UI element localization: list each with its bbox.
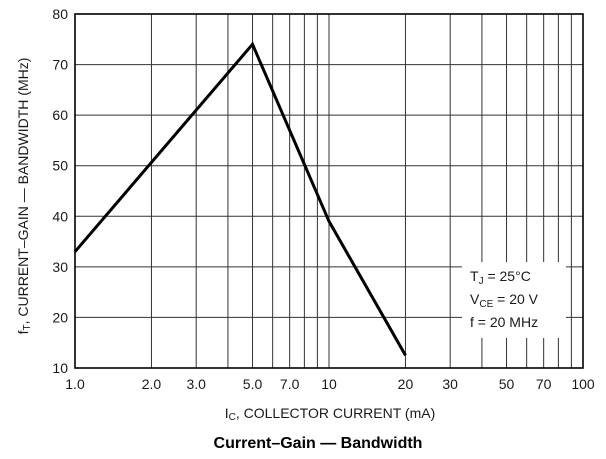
y-tick-label: 60 — [52, 107, 68, 123]
grid-lines — [74, 13, 584, 369]
y-tick-label: 50 — [52, 158, 68, 174]
condition-line: VCE = 20 V — [470, 291, 539, 310]
x-tick-label: 50 — [499, 376, 515, 392]
y-tick-label: 70 — [52, 57, 68, 73]
condition-line: TJ = 25°C — [470, 268, 531, 287]
data-series — [73, 41, 407, 357]
x-tick-label: 5.0 — [243, 376, 263, 392]
x-tick-label: 10 — [321, 376, 337, 392]
x-tick-label: 30 — [442, 376, 458, 392]
x-tick-label: 1.0 — [65, 376, 85, 392]
x-tick-label: 70 — [536, 376, 552, 392]
y-axis-label: fT, CURRENT–GAIN — BANDWIDTH (MHz) — [15, 58, 33, 335]
y-tick-label: 20 — [52, 309, 68, 325]
y-tick-label: 30 — [52, 259, 68, 275]
plot-frame — [74, 13, 584, 369]
y-tick-label: 10 — [52, 360, 68, 376]
conditions-box: TJ = 25°C VCE = 20 V f = 20 MHz — [462, 262, 566, 338]
x-tick-label: 3.0 — [186, 376, 206, 392]
conditions-box-background — [462, 262, 566, 338]
tick-labels: 1.0 2.0 3.0 5.0 7.0 10 20 30 50 70 100 10 20 30 40 50 60… — [52, 6, 594, 392]
y-tick-label: 80 — [52, 6, 68, 22]
x-tick-label: 2.0 — [142, 376, 162, 392]
x-tick-label: 100 — [571, 376, 595, 392]
series-line — [73, 41, 407, 357]
y-tick-label: 40 — [52, 208, 68, 224]
x-tick-label: 20 — [398, 376, 414, 392]
chart-title: Current–Gain — Bandwidth — [214, 435, 423, 452]
condition-line: f = 20 MHz — [470, 314, 538, 330]
x-tick-label: 7.0 — [280, 376, 300, 392]
x-axis-label: IC, COLLECTOR CURRENT (mA) — [225, 405, 436, 423]
